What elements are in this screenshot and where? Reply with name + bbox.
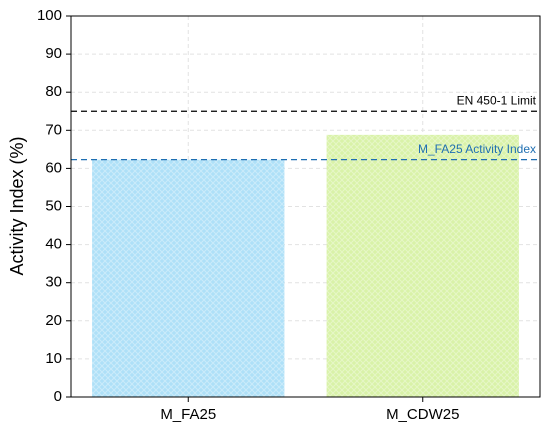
y-tick-label: 90 <box>45 45 62 62</box>
y-tick-label: 0 <box>54 388 62 405</box>
y-tick-label: 80 <box>45 83 62 100</box>
reference-label: EN 450-1 Limit <box>457 93 537 107</box>
x-tick-label: M_CDW25 <box>386 406 459 423</box>
y-tick-label: 10 <box>45 350 62 367</box>
x-tick-label: M_FA25 <box>160 406 216 423</box>
y-tick-label: 40 <box>45 236 62 253</box>
y-axis-label: Activity Index (%) <box>7 136 27 275</box>
bar-hatch <box>326 134 519 397</box>
y-tick-label: 30 <box>45 274 62 291</box>
y-tick-label: 50 <box>45 197 62 214</box>
reference-label: M_FA25 Activity Index <box>418 142 536 156</box>
y-tick-label: 70 <box>45 121 62 138</box>
bar-hatch <box>92 159 285 397</box>
y-tick-label: 20 <box>45 312 62 329</box>
y-tick-label: 100 <box>37 7 62 24</box>
y-tick-label: 60 <box>45 159 62 176</box>
